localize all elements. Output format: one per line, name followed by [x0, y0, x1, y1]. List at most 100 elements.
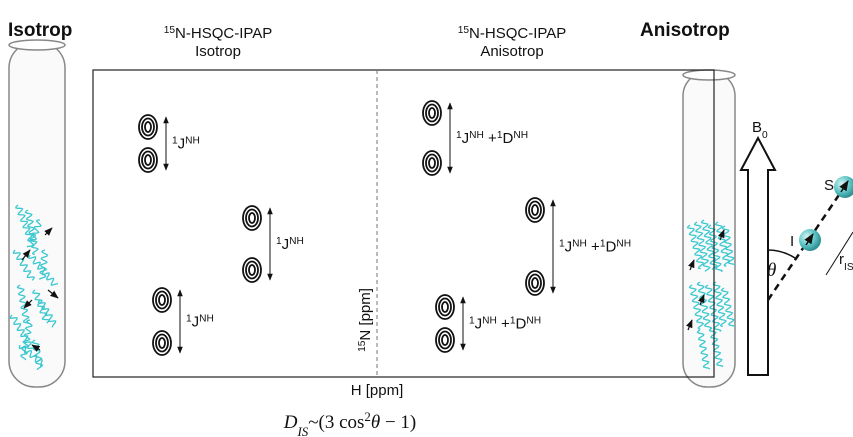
text-part: 2 [364, 409, 370, 424]
helix [31, 339, 44, 371]
contour [245, 208, 259, 228]
orientation-arrow [31, 344, 41, 352]
contour [422, 150, 442, 176]
peak [152, 287, 172, 313]
text-part: NH [482, 315, 497, 326]
text-part: ~(3 cos [308, 412, 364, 433]
helix [32, 289, 50, 324]
helix [15, 204, 35, 243]
field-arrow [739, 135, 777, 376]
helix [700, 219, 718, 270]
helix [721, 225, 735, 266]
spin-label: I [790, 233, 794, 250]
text-part: NH [199, 313, 214, 324]
coupling-label: 1JNH +1DNH [559, 238, 631, 256]
peak [422, 150, 442, 176]
contour [152, 287, 172, 313]
contour [144, 121, 152, 133]
contour [435, 327, 455, 353]
peak [152, 330, 172, 356]
text-part: 15 [458, 25, 470, 36]
panel-title: 15N-HSQC-IPAP [458, 25, 567, 43]
contour [425, 153, 439, 173]
orientation-arrow [698, 294, 705, 306]
contour [141, 117, 155, 137]
contour [138, 114, 158, 140]
text-part: NH [185, 135, 200, 146]
contour [242, 257, 262, 283]
peak [242, 257, 262, 283]
text-part: IS [296, 424, 308, 437]
text-part: J [565, 239, 573, 256]
text-part: D [503, 130, 514, 147]
text-part: 1 [600, 238, 606, 249]
formula: DIS~(3 cos2θ − 1) [283, 409, 417, 437]
contour [425, 103, 439, 123]
orientation-arrow [718, 229, 725, 241]
contour [138, 147, 158, 173]
helix [38, 249, 49, 280]
text-part: N-HSQC-IPAP [469, 25, 566, 42]
helix [696, 329, 711, 370]
x-axis-label: H [ppm] [351, 382, 404, 399]
spin-arrow [839, 180, 849, 193]
contour [441, 334, 449, 346]
contour [141, 150, 155, 170]
angle-arc [767, 249, 796, 259]
spin-arrow [804, 233, 814, 246]
angle-label: θ [767, 260, 776, 281]
helix [26, 219, 42, 248]
text-part: NH [526, 315, 541, 326]
contour [525, 270, 545, 296]
text-part: D [283, 412, 298, 433]
text-part: 15 [357, 340, 368, 352]
helix [688, 284, 705, 330]
text-part: NH [469, 130, 484, 141]
text-part: J [192, 314, 200, 331]
contour [144, 154, 152, 166]
coupling-label: 1JNH [172, 135, 200, 153]
text-part: J [475, 316, 483, 333]
text-part: r [839, 251, 844, 268]
peak [138, 147, 158, 173]
panel-subtitle: Anisotrop [480, 43, 543, 60]
contour [428, 107, 436, 119]
contour [248, 264, 256, 276]
contour [422, 100, 442, 126]
orientation-arrow [21, 249, 31, 261]
molecules [686, 219, 735, 370]
coupling-label: 1JNH [186, 313, 214, 331]
helix [712, 281, 727, 328]
text-part: 1 [172, 135, 178, 146]
helix [28, 254, 59, 286]
text-part: 1 [469, 315, 475, 326]
contour [528, 200, 542, 220]
text-part: NH [289, 236, 304, 247]
text-part: 15 [164, 25, 176, 36]
contour [248, 212, 256, 224]
contour [525, 197, 545, 223]
orientation-arrow [23, 299, 33, 309]
text-part: J [462, 130, 470, 147]
distance-line [825, 231, 853, 276]
text-part: D [606, 239, 617, 256]
contour [438, 297, 452, 317]
peak [138, 114, 158, 140]
spin-label: S [824, 177, 834, 194]
peak [525, 270, 545, 296]
helix [9, 314, 35, 350]
bond [766, 185, 847, 301]
contour [531, 204, 539, 216]
peak [242, 205, 262, 231]
spectrum-frame [92, 69, 715, 378]
coupling-label: 1JNH +1DNH [456, 130, 528, 148]
contour [531, 277, 539, 289]
text-part: 1 [559, 238, 565, 249]
text-part: IS [844, 262, 853, 273]
text-part: N-HSQC-IPAP [175, 25, 272, 42]
orientation-arrow [47, 289, 59, 299]
contour [155, 290, 169, 310]
text-part: − 1) [380, 412, 416, 433]
helix [686, 224, 705, 270]
